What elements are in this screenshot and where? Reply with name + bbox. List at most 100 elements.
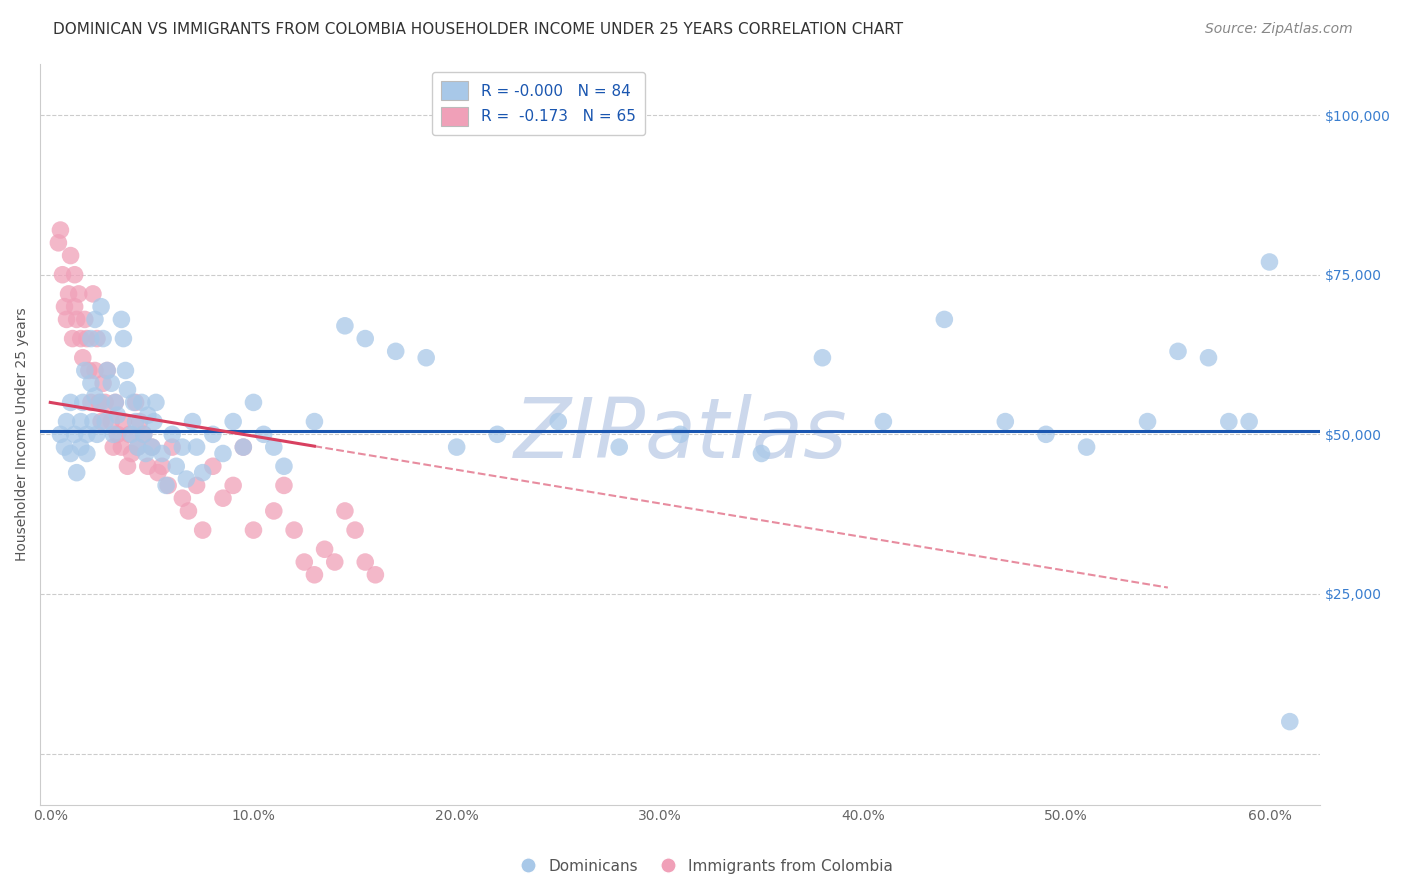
Point <box>446 440 468 454</box>
Point <box>91 376 114 391</box>
Point <box>76 332 98 346</box>
Point <box>191 466 214 480</box>
Point <box>104 395 127 409</box>
Point <box>100 376 122 391</box>
Point <box>122 395 145 409</box>
Point <box>1237 415 1260 429</box>
Point <box>1278 714 1301 729</box>
Point <box>67 286 90 301</box>
Point <box>90 415 112 429</box>
Point <box>127 440 149 454</box>
Point <box>87 395 110 409</box>
Point <box>547 415 569 429</box>
Point <box>49 427 72 442</box>
Legend: R = -0.000   N = 84, R =  -0.173   N = 65: R = -0.000 N = 84, R = -0.173 N = 65 <box>432 71 645 136</box>
Point <box>80 332 103 346</box>
Point <box>72 351 94 365</box>
Text: Source: ZipAtlas.com: Source: ZipAtlas.com <box>1205 22 1353 37</box>
Point <box>304 567 326 582</box>
Point <box>55 415 77 429</box>
Point <box>51 268 73 282</box>
Point <box>63 300 86 314</box>
Point <box>121 427 143 442</box>
Point <box>181 415 204 429</box>
Point <box>145 395 167 409</box>
Point <box>364 567 387 582</box>
Point <box>110 440 132 454</box>
Point <box>273 478 295 492</box>
Point <box>242 523 264 537</box>
Point <box>86 427 108 442</box>
Point <box>66 312 89 326</box>
Point <box>165 459 187 474</box>
Point <box>59 249 82 263</box>
Point <box>96 363 118 377</box>
Point <box>72 395 94 409</box>
Point <box>1035 427 1057 442</box>
Point <box>131 395 153 409</box>
Point <box>263 504 285 518</box>
Point <box>73 363 96 377</box>
Point <box>751 446 773 460</box>
Point <box>354 555 377 569</box>
Point <box>103 427 125 442</box>
Point <box>323 555 346 569</box>
Point <box>1218 415 1240 429</box>
Point <box>1076 440 1098 454</box>
Point <box>103 440 125 454</box>
Point <box>100 415 122 429</box>
Point <box>76 427 98 442</box>
Point <box>212 491 235 505</box>
Point <box>136 459 159 474</box>
Point <box>150 446 173 460</box>
Point <box>177 504 200 518</box>
Point <box>273 459 295 474</box>
Point <box>91 332 114 346</box>
Point <box>186 478 208 492</box>
Point <box>176 472 198 486</box>
Point <box>114 363 136 377</box>
Point <box>354 332 377 346</box>
Point <box>66 466 89 480</box>
Point <box>384 344 406 359</box>
Point <box>669 427 692 442</box>
Point <box>994 415 1017 429</box>
Legend: Dominicans, Immigrants from Colombia: Dominicans, Immigrants from Colombia <box>506 853 900 880</box>
Point <box>121 446 143 460</box>
Point <box>415 351 437 365</box>
Point <box>160 440 183 454</box>
Point <box>59 446 82 460</box>
Point <box>117 459 139 474</box>
Point <box>69 332 91 346</box>
Point <box>76 446 98 460</box>
Point <box>90 395 112 409</box>
Point <box>80 395 103 409</box>
Point <box>55 312 77 326</box>
Point <box>94 395 117 409</box>
Point <box>142 415 165 429</box>
Point <box>333 318 356 333</box>
Point <box>112 332 135 346</box>
Point <box>146 466 169 480</box>
Point <box>212 446 235 460</box>
Point <box>232 440 254 454</box>
Point <box>344 523 367 537</box>
Point <box>53 300 76 314</box>
Point <box>1136 415 1159 429</box>
Point <box>232 440 254 454</box>
Text: ZIPatlas: ZIPatlas <box>513 394 846 475</box>
Point <box>934 312 956 326</box>
Point <box>90 300 112 314</box>
Point <box>333 504 356 518</box>
Point <box>58 286 80 301</box>
Point <box>222 415 245 429</box>
Point <box>1167 344 1189 359</box>
Point <box>62 332 84 346</box>
Text: DOMINICAN VS IMMIGRANTS FROM COLOMBIA HOUSEHOLDER INCOME UNDER 25 YEARS CORRELAT: DOMINICAN VS IMMIGRANTS FROM COLOMBIA HO… <box>53 22 904 37</box>
Point <box>283 523 305 537</box>
Point <box>124 415 146 429</box>
Point <box>84 363 107 377</box>
Point <box>141 440 163 454</box>
Point <box>141 440 163 454</box>
Point <box>117 383 139 397</box>
